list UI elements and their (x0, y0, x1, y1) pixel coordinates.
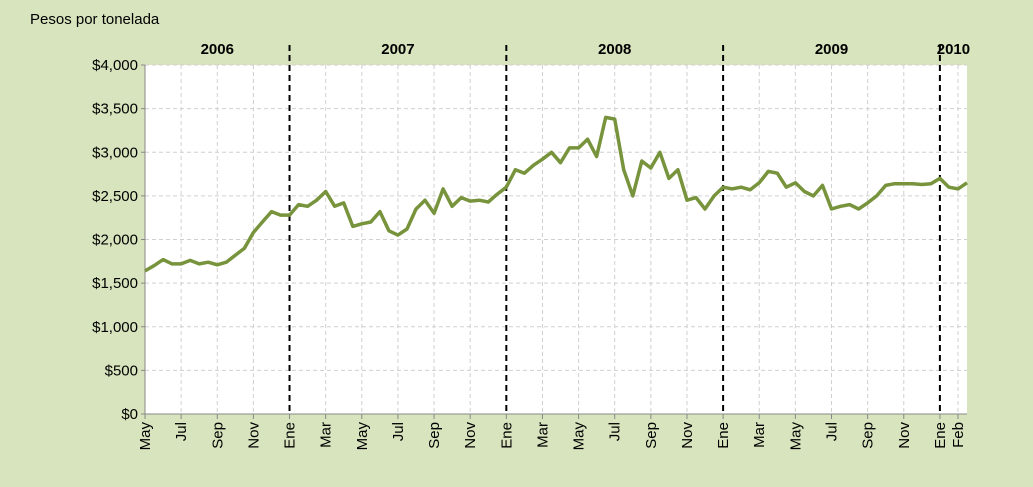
x-tick-label: May (137, 422, 154, 451)
x-tick-label: Ene (715, 422, 732, 449)
y-tick-label: $1,000 (92, 319, 138, 336)
year-label: 2009 (815, 41, 848, 58)
x-tick-label: Nov (679, 422, 696, 449)
year-label: 2007 (381, 41, 414, 58)
x-tick-label: May (354, 422, 371, 451)
x-tick-label: May (787, 422, 804, 451)
x-tick-label: Sep (860, 422, 877, 449)
x-tick-label: Mar (751, 422, 768, 448)
x-tick-label: Sep (643, 422, 660, 449)
x-tick-label: Jul (173, 422, 190, 441)
y-tick-label: $1,500 (92, 275, 138, 292)
x-tick-label: Nov (462, 422, 479, 449)
year-label: 2008 (598, 41, 631, 58)
x-tick-label: Feb (950, 422, 967, 448)
x-tick-label: Jul (824, 422, 841, 441)
y-tick-label: $500 (105, 362, 138, 379)
year-label: 2010 (937, 41, 970, 58)
y-tick-label: $4,000 (92, 57, 138, 74)
axis-title: Pesos por tonelada (30, 11, 160, 28)
series-line (144, 115, 968, 273)
x-tick-label: Ene (282, 422, 299, 449)
x-tick-label: Nov (896, 422, 913, 449)
y-tick-label: $2,000 (92, 232, 138, 249)
x-tick-label: Sep (209, 422, 226, 449)
x-tick-label: Nov (245, 422, 262, 449)
x-tick-label: Ene (932, 422, 949, 449)
y-tick-label: $0 (121, 406, 138, 423)
x-tick-label: Jul (607, 422, 624, 441)
x-tick-label: Sep (426, 422, 443, 449)
x-tick-label: Mar (318, 422, 335, 448)
x-tick-label: Jul (390, 422, 407, 441)
x-tick-label: Mar (534, 422, 551, 448)
y-tick-label: $2,500 (92, 188, 138, 205)
x-tick-label: Ene (498, 422, 515, 449)
year-label: 2006 (201, 41, 234, 58)
x-tick-label: May (571, 422, 588, 451)
y-tick-label: $3,500 (92, 101, 138, 118)
y-tick-label: $3,000 (92, 144, 138, 161)
plot-area (145, 65, 967, 414)
